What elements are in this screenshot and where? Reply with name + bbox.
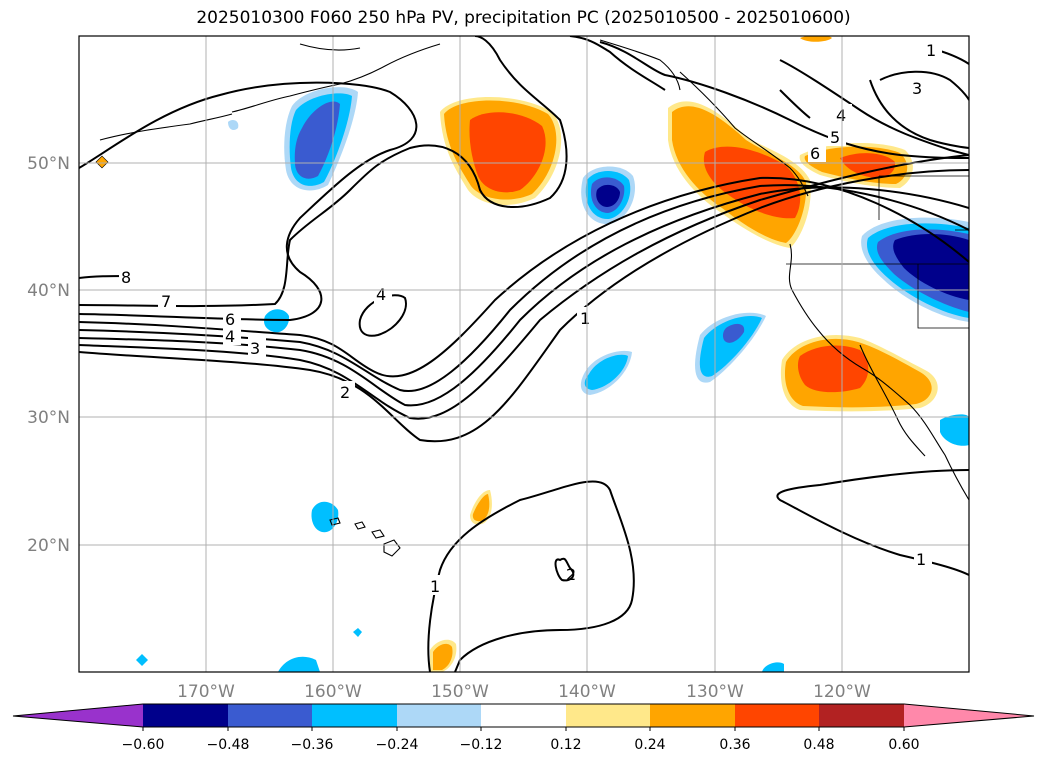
contour-label-1-mid: 1 (580, 309, 590, 328)
lat-label-50n: 50°N (27, 154, 70, 174)
latitude-labels: 50°N 40°N 30°N 20°N (27, 154, 70, 556)
colorbar-bin (566, 704, 650, 727)
contour-label-4-ne: 4 (836, 106, 846, 125)
colorbar-bin (735, 704, 819, 727)
positive-precip-anomaly-california-offshore (780, 334, 938, 412)
contour-label-2: 2 (340, 383, 350, 402)
lon-label-120w: 120°W (813, 682, 871, 702)
colorbar-tick-label: 0.36 (719, 737, 750, 753)
contour-label-3: 3 (250, 339, 260, 358)
negative-precip-anomaly-central (581, 166, 636, 225)
hawaiian-islands (329, 517, 401, 557)
lon-label-170w: 170°W (177, 682, 235, 702)
colorbar-tick-label: −0.12 (460, 737, 503, 753)
contour-label-7: 7 (161, 292, 171, 311)
positive-precip-anomaly-gulf (440, 97, 562, 205)
colorbar-tick-label: 0.12 (550, 737, 581, 753)
colorbar-tick-label: 0.24 (634, 737, 665, 753)
colorbar-bin (312, 704, 397, 727)
colorbar-bin (819, 704, 904, 727)
colorbar-bin (650, 704, 735, 727)
pv-contours (79, 36, 969, 672)
contour-label-4-top: 1 (926, 41, 936, 60)
contour-label-4-closed: 4 (376, 285, 386, 304)
lon-label-150w: 150°W (431, 682, 489, 702)
contour-label-4: 4 (225, 327, 235, 346)
contour-label-5: 5 (830, 128, 840, 147)
longitude-labels: 170°W 160°W 150°W 140°W 130°W 120°W (177, 682, 871, 702)
colorbar-bin (481, 704, 566, 727)
lon-label-130w: 130°W (686, 682, 744, 702)
contour-label-6: 6 (225, 310, 235, 329)
contour-label-6-ne: 6 (810, 144, 820, 163)
colorbar-tick-label: −0.48 (207, 737, 250, 753)
lon-label-160w: 160°W (304, 682, 362, 702)
map-frame (78, 35, 970, 673)
colorbar: −0.60 −0.48 −0.36 −0.24 −0.12 0.12 0.24 … (12, 703, 1035, 753)
colorbar-tick-label: 0.48 (803, 737, 834, 753)
positive-precip-anomaly-subtropical (95, 155, 492, 672)
colorbar-extend-high (904, 704, 1034, 727)
contour-label-1-south: 1 (430, 577, 440, 596)
contour-label-1-east: 1 (916, 550, 926, 569)
colorbar-bin (143, 704, 228, 727)
lat-label-30n: 30°N (27, 408, 70, 428)
colorbar-tick-label: −0.24 (376, 737, 419, 753)
positive-precip-anomaly-pacific-northwest (668, 36, 913, 248)
map-title: 2025010300 F060 250 hPa PV, precipitatio… (196, 8, 851, 28)
colorbar-bin (228, 704, 312, 727)
lon-label-140w: 140°W (558, 682, 616, 702)
map-panel: 8 7 6 4 3 2 1 4 4 5 6 3 1 1 (79, 36, 969, 672)
contour-label-3-ne: 3 (912, 79, 922, 98)
colorbar-extend-low (13, 704, 143, 727)
lat-label-20n: 20°N (27, 536, 70, 556)
colorbar-tick-label: −0.36 (291, 737, 334, 753)
contour-labels: 8 7 6 4 3 2 1 4 4 5 6 3 1 1 (119, 40, 942, 596)
contour-label-8: 8 (121, 268, 131, 287)
contour-label-2-south: 2 (566, 565, 576, 584)
colorbar-tick-label: −0.60 (122, 737, 165, 753)
map-gridlines (79, 36, 969, 672)
colorbar-bin (397, 704, 481, 727)
colorbar-tick-label: 0.60 (888, 737, 919, 753)
lat-label-40n: 40°N (27, 281, 70, 301)
